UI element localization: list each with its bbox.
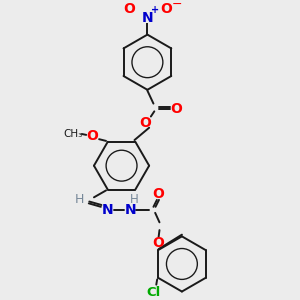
Text: O: O bbox=[123, 2, 135, 16]
Text: Cl: Cl bbox=[147, 286, 161, 299]
Text: H: H bbox=[130, 194, 139, 206]
Text: N: N bbox=[102, 203, 114, 217]
Text: CH₃: CH₃ bbox=[64, 129, 83, 139]
Text: −: − bbox=[172, 0, 182, 11]
Text: O: O bbox=[139, 116, 151, 130]
Text: N: N bbox=[142, 11, 153, 25]
Text: O: O bbox=[152, 187, 164, 201]
Text: O: O bbox=[170, 102, 182, 116]
Text: N: N bbox=[124, 203, 136, 217]
Text: O: O bbox=[153, 236, 165, 250]
Text: O: O bbox=[160, 2, 172, 16]
Text: H: H bbox=[75, 193, 84, 206]
Text: O: O bbox=[86, 129, 98, 143]
Text: +: + bbox=[151, 4, 159, 15]
